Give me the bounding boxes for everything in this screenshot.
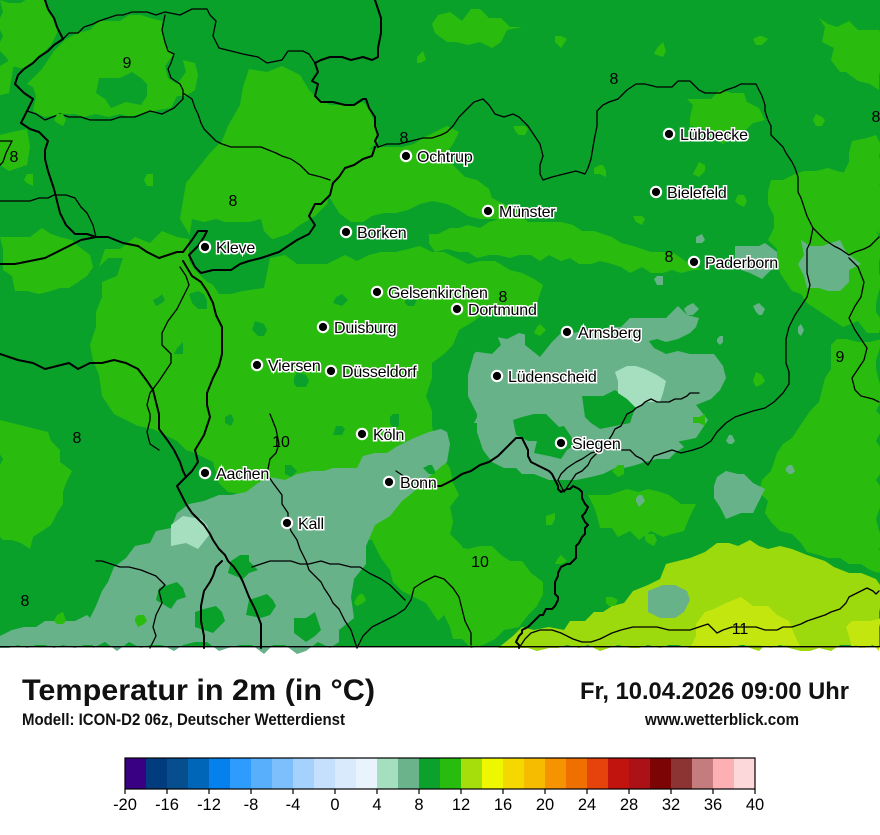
svg-text:8: 8 xyxy=(499,289,508,306)
svg-text:Kleve: Kleve xyxy=(216,240,255,257)
svg-text:0: 0 xyxy=(330,796,339,814)
svg-text:Duisburg: Duisburg xyxy=(334,320,396,337)
svg-text:Ochtrup: Ochtrup xyxy=(417,149,473,166)
svg-text:Lübbecke: Lübbecke xyxy=(680,127,748,144)
svg-text:9: 9 xyxy=(836,349,845,366)
svg-text:Temperatur in 2m (in °C): Temperatur in 2m (in °C) xyxy=(22,674,375,707)
svg-text:Bonn: Bonn xyxy=(400,475,437,492)
svg-text:-12: -12 xyxy=(197,796,221,814)
svg-text:Fr, 10.04.2026 09:00 Uhr: Fr, 10.04.2026 09:00 Uhr xyxy=(580,678,849,705)
svg-text:8: 8 xyxy=(400,130,409,147)
svg-text:Arnsberg: Arnsberg xyxy=(578,325,641,342)
svg-text:Köln: Köln xyxy=(373,427,404,444)
svg-text:4: 4 xyxy=(372,796,381,814)
svg-text:Modell: ICON-D2 06z, Deutscher: Modell: ICON-D2 06z, Deutscher Wetterdie… xyxy=(22,711,346,729)
svg-text:Bielefeld: Bielefeld xyxy=(667,185,727,202)
svg-text:28: 28 xyxy=(620,796,638,814)
svg-text:12: 12 xyxy=(452,796,470,814)
svg-text:8: 8 xyxy=(21,593,30,610)
svg-text:8: 8 xyxy=(665,249,674,266)
svg-text:Dortmund: Dortmund xyxy=(468,302,537,319)
svg-text:Lüdenscheid: Lüdenscheid xyxy=(508,369,597,386)
svg-text:Gelsenkirchen: Gelsenkirchen xyxy=(388,285,488,302)
svg-text:Münster: Münster xyxy=(499,204,556,221)
svg-text:Paderborn: Paderborn xyxy=(705,255,778,272)
svg-text:16: 16 xyxy=(494,796,512,814)
svg-text:Kall: Kall xyxy=(298,516,324,533)
svg-text:36: 36 xyxy=(704,796,722,814)
svg-text:-8: -8 xyxy=(244,796,259,814)
svg-text:8: 8 xyxy=(414,796,423,814)
svg-text:40: 40 xyxy=(746,796,764,814)
svg-text:Viersen: Viersen xyxy=(268,358,321,375)
svg-text:10: 10 xyxy=(272,434,290,451)
svg-text:8: 8 xyxy=(73,430,82,447)
svg-text:11: 11 xyxy=(732,621,749,638)
svg-text:-16: -16 xyxy=(155,796,179,814)
svg-text:8: 8 xyxy=(872,109,880,126)
svg-text:10: 10 xyxy=(471,554,489,571)
svg-text:20: 20 xyxy=(536,796,554,814)
svg-text:32: 32 xyxy=(662,796,680,814)
svg-text:-20: -20 xyxy=(113,796,137,814)
svg-text:24: 24 xyxy=(578,796,596,814)
svg-text:Borken: Borken xyxy=(357,225,407,242)
svg-text:8: 8 xyxy=(610,71,619,88)
svg-text:8: 8 xyxy=(10,149,19,166)
svg-text:Aachen: Aachen xyxy=(216,466,269,483)
svg-text:-4: -4 xyxy=(286,796,301,814)
svg-text:Siegen: Siegen xyxy=(572,436,621,453)
svg-text:8: 8 xyxy=(229,193,238,210)
svg-text:9: 9 xyxy=(123,55,132,72)
svg-text:www.wetterblick.com: www.wetterblick.com xyxy=(644,711,799,729)
svg-text:Düsseldorf: Düsseldorf xyxy=(342,364,417,381)
